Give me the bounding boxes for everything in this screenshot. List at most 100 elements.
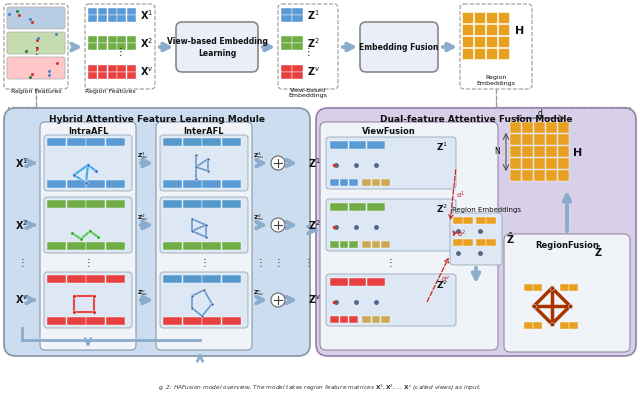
Bar [163, 275, 182, 283]
Text: $\mathbf{Z}^1$: $\mathbf{Z}^1$ [308, 156, 321, 170]
Text: $\mathbf{Z}^v$: $\mathbf{Z}^v$ [308, 294, 321, 306]
Bar [202, 200, 221, 208]
Bar [292, 72, 303, 79]
Text: $\mathbf{Z}^2$: $\mathbf{Z}^2$ [436, 203, 448, 215]
Bar [463, 217, 473, 224]
Bar [108, 65, 116, 72]
FancyBboxPatch shape [156, 122, 252, 350]
Bar [560, 322, 569, 329]
Text: $\mathbf{H}$: $\mathbf{H}$ [514, 24, 524, 36]
Bar [462, 24, 473, 35]
Bar [522, 134, 533, 145]
Bar [453, 217, 463, 224]
Bar [67, 180, 86, 188]
Bar [367, 203, 385, 211]
Bar [282, 36, 292, 43]
Bar [127, 65, 136, 72]
Bar [474, 24, 485, 35]
Text: g. 2: HAFusion model overview. The model takes region feature matrices $\mathbf{: g. 2: HAFusion model overview. The model… [158, 383, 482, 393]
Bar [47, 138, 66, 146]
Bar [330, 316, 339, 323]
Bar [558, 146, 569, 157]
Bar [340, 316, 348, 323]
FancyBboxPatch shape [44, 272, 132, 328]
FancyBboxPatch shape [504, 234, 630, 352]
Bar [558, 170, 569, 181]
Bar [86, 317, 105, 325]
Bar [524, 284, 532, 291]
Circle shape [271, 218, 285, 232]
Bar [98, 43, 107, 50]
Text: Region Features: Region Features [84, 88, 135, 93]
Bar [86, 242, 105, 250]
Bar [108, 36, 116, 43]
Bar [108, 8, 116, 15]
Bar [222, 138, 241, 146]
FancyBboxPatch shape [7, 32, 65, 54]
Bar [486, 239, 496, 246]
Text: Hybrid Attentive Feature Learning Module: Hybrid Attentive Feature Learning Module [49, 114, 265, 124]
Bar [349, 241, 358, 248]
Bar [127, 72, 136, 79]
Bar [127, 15, 136, 22]
Bar [498, 36, 509, 47]
FancyBboxPatch shape [85, 4, 155, 89]
Bar [546, 134, 557, 145]
Text: View-based Embedding: View-based Embedding [166, 38, 268, 46]
Bar [98, 8, 107, 15]
Bar [282, 15, 292, 22]
Bar [349, 203, 366, 211]
Bar [98, 36, 107, 43]
Bar [106, 242, 125, 250]
Text: $\mathbf{Z}^v$: $\mathbf{Z}^v$ [307, 66, 320, 78]
Bar [330, 241, 339, 248]
Text: $\mathbf{X}^v$: $\mathbf{X}^v$ [140, 66, 154, 78]
Bar [282, 43, 292, 50]
Bar [498, 48, 509, 59]
Bar [372, 179, 380, 186]
Text: Embedding Fusion: Embedding Fusion [359, 42, 439, 51]
Bar [486, 24, 497, 35]
Bar [88, 15, 97, 22]
Bar [163, 180, 182, 188]
Text: Embeddings: Embeddings [477, 80, 515, 86]
Bar [108, 15, 116, 22]
Text: ⋮: ⋮ [115, 47, 125, 57]
Bar [367, 278, 385, 286]
Bar [474, 48, 485, 59]
Bar [533, 322, 541, 329]
Circle shape [271, 156, 285, 170]
Bar [372, 316, 380, 323]
Bar [498, 24, 509, 35]
Bar [546, 158, 557, 169]
Text: Embeddings: Embeddings [289, 93, 328, 99]
Text: $\tilde{\mathbf{Z}}$: $\tilde{\mathbf{Z}}$ [594, 244, 603, 259]
FancyBboxPatch shape [7, 7, 65, 29]
Bar [88, 65, 97, 72]
Bar [106, 275, 125, 283]
Bar [292, 8, 303, 15]
Bar [330, 203, 348, 211]
Bar [534, 122, 545, 133]
Text: $\mathbf{Z}^1_{su}$: $\mathbf{Z}^1_{su}$ [137, 150, 148, 162]
Bar [522, 170, 533, 181]
Bar [474, 36, 485, 47]
Bar [510, 158, 521, 169]
Bar [546, 170, 557, 181]
Bar [476, 239, 486, 246]
Bar [117, 8, 126, 15]
Bar [522, 122, 533, 133]
Bar [349, 179, 358, 186]
Text: ⋮: ⋮ [255, 258, 265, 268]
Bar [183, 275, 202, 283]
Bar [47, 200, 66, 208]
Bar [486, 217, 496, 224]
Bar [372, 241, 380, 248]
Bar [292, 65, 303, 72]
Text: Region Features: Region Features [11, 88, 61, 93]
Bar [67, 200, 86, 208]
FancyBboxPatch shape [326, 274, 456, 326]
Text: ⋮: ⋮ [31, 46, 41, 56]
Text: ⋮: ⋮ [273, 258, 283, 268]
Text: d: d [538, 110, 543, 118]
